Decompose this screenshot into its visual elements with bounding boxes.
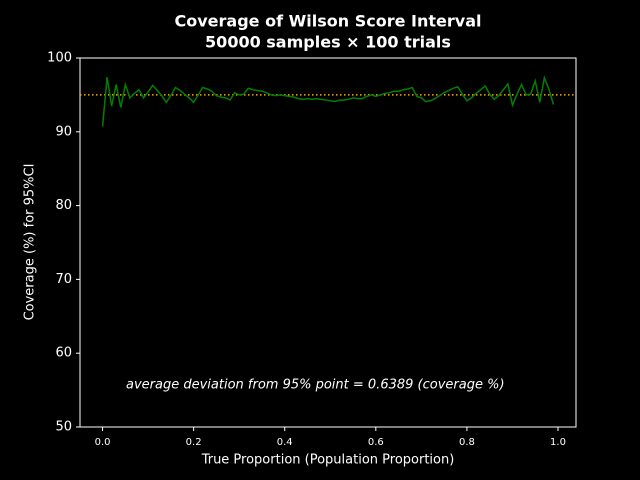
annotation: average deviation from 95% point = 0.638… — [126, 378, 505, 393]
y-tick-label: 60 — [55, 346, 72, 361]
y-tick-label: 80 — [55, 198, 72, 213]
x-tick-label: 1.0 — [550, 437, 566, 448]
x-axis-label: True Proportion (Population Proportion) — [201, 453, 455, 468]
x-tick-label: 0.2 — [186, 437, 202, 448]
y-tick-label: 90 — [55, 124, 72, 139]
y-tick-label: 100 — [47, 51, 72, 66]
x-tick-label: 0.8 — [459, 437, 475, 448]
x-tick-label: 0.0 — [95, 437, 111, 448]
data-line — [101, 75, 555, 127]
plot-frame — [79, 57, 577, 428]
y-tick-label: 50 — [55, 420, 72, 435]
chart-title: Coverage of Wilson Score Interval — [175, 12, 482, 31]
x-tick-label: 0.4 — [277, 437, 293, 448]
chart-subtitle: 50000 samples × 100 trials — [205, 33, 451, 52]
y-tick-label: 70 — [55, 272, 72, 287]
x-tick-label: 0.6 — [368, 437, 384, 448]
y-axis-label: Coverage (%) for 95%CI — [23, 164, 38, 321]
